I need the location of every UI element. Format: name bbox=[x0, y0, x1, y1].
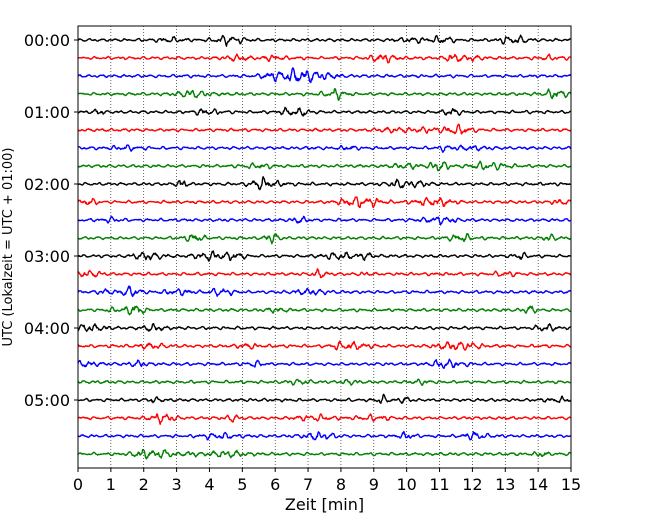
x-tick-label: 2 bbox=[139, 475, 149, 494]
trace-line bbox=[77, 215, 572, 226]
x-tick-label: 5 bbox=[237, 475, 247, 494]
y-tick-label: 02:00 bbox=[24, 175, 70, 194]
x-tick-label: 11 bbox=[429, 475, 449, 494]
x-tick-label: 4 bbox=[204, 475, 214, 494]
y-axis-label: UTC (Lokalzeit = UTC + 01:00) bbox=[1, 148, 16, 347]
x-tick-label: 1 bbox=[106, 475, 116, 494]
x-tick-label: 10 bbox=[396, 475, 416, 494]
trace-line bbox=[77, 34, 572, 47]
x-tick-label: 9 bbox=[369, 475, 379, 494]
trace-line bbox=[77, 176, 572, 191]
seismogram-traces bbox=[77, 34, 572, 460]
trace-line bbox=[77, 305, 572, 316]
x-axis-label: Zeit [min] bbox=[285, 495, 364, 514]
trace-line bbox=[77, 268, 572, 279]
y-tick-label: 05:00 bbox=[24, 391, 70, 410]
y-axis-ticks: 00:00 01:00 02:00 03:00 04:00 05:00 bbox=[24, 31, 78, 410]
x-tick-label: 6 bbox=[270, 475, 280, 494]
trace-line bbox=[77, 123, 572, 135]
trace-line bbox=[77, 430, 572, 441]
trace-line bbox=[77, 358, 572, 370]
trace-line bbox=[77, 106, 572, 117]
plot-background bbox=[78, 26, 571, 468]
trace-line bbox=[77, 160, 572, 172]
trace-line bbox=[77, 413, 572, 425]
y-tick-label: 00:00 bbox=[24, 31, 70, 50]
trace-line bbox=[77, 87, 572, 101]
x-tick-label: 12 bbox=[462, 475, 482, 494]
y-tick-label: 03:00 bbox=[24, 247, 70, 266]
trace-line bbox=[77, 340, 572, 351]
x-tick-label: 7 bbox=[303, 475, 313, 494]
trace-line bbox=[77, 67, 572, 84]
trace-line bbox=[77, 53, 572, 64]
trace-line bbox=[77, 448, 572, 460]
trace-line bbox=[77, 250, 572, 262]
x-tick-label: 15 bbox=[561, 475, 581, 494]
x-tick-label: 3 bbox=[172, 475, 182, 494]
trace-line bbox=[77, 196, 572, 209]
y-tick-label: 04:00 bbox=[24, 319, 70, 338]
x-axis-ticks: 0 1 2 3 4 5 6 7 8 9 10 11 12 13 14 15 bbox=[73, 468, 581, 494]
plot-frame bbox=[77, 25, 572, 469]
trace-line bbox=[77, 144, 572, 153]
y-tick-label: 01:00 bbox=[24, 103, 70, 122]
x-tick-label: 14 bbox=[528, 475, 548, 494]
trace-line bbox=[77, 393, 572, 405]
x-tick-label: 8 bbox=[336, 475, 346, 494]
trace-line bbox=[77, 285, 572, 298]
x-tick-label: 13 bbox=[495, 475, 515, 494]
trace-line bbox=[77, 232, 572, 245]
trace-line bbox=[77, 378, 572, 387]
trace-line bbox=[77, 322, 572, 332]
x-tick-label: 0 bbox=[73, 475, 83, 494]
